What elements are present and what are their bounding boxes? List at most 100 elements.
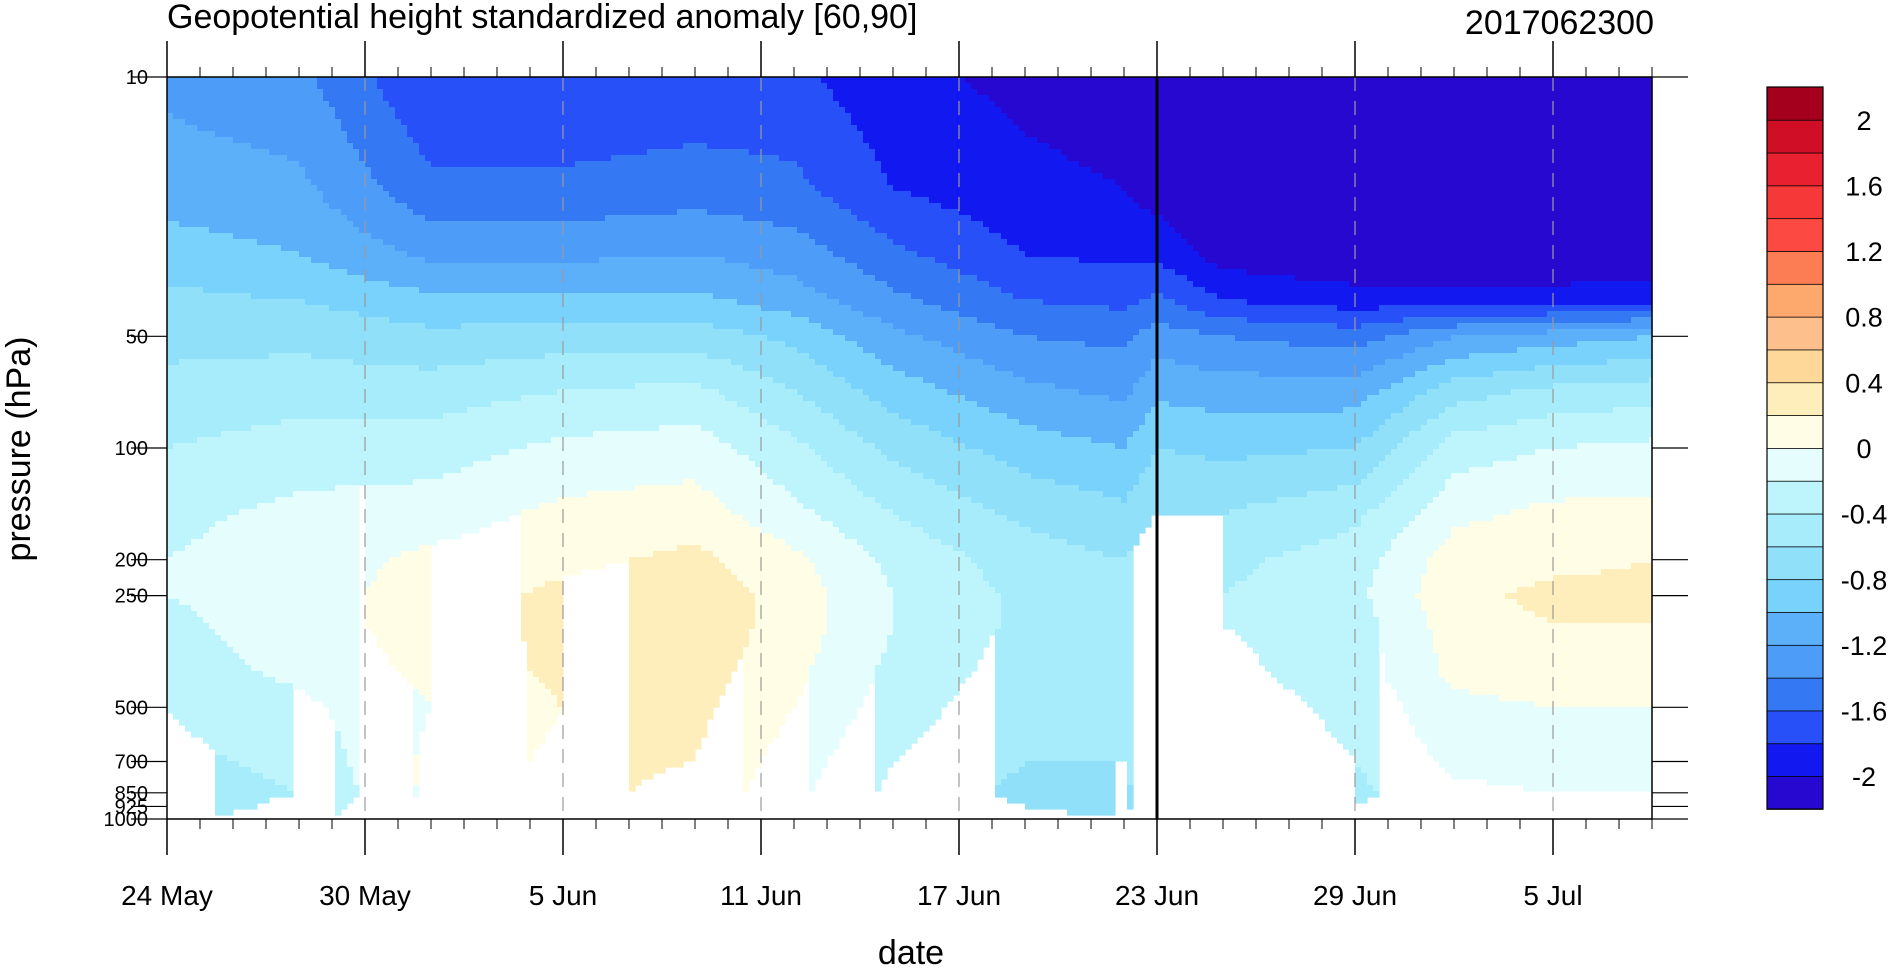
anomaly-cell xyxy=(611,431,618,492)
anomaly-cell xyxy=(947,209,954,270)
anomaly-cell xyxy=(851,215,858,264)
anomaly-cell xyxy=(737,263,744,306)
anomaly-cell xyxy=(425,293,432,330)
anomaly-cell xyxy=(881,653,888,780)
anomaly-cell xyxy=(1127,197,1134,264)
anomaly-cell xyxy=(725,299,732,330)
anomaly-cell xyxy=(665,353,672,384)
anomaly-cell xyxy=(1541,389,1548,420)
anomaly-cell xyxy=(959,77,966,216)
anomaly-cell xyxy=(1259,305,1266,324)
anomaly-cell xyxy=(599,221,606,258)
anomaly-cell xyxy=(1331,305,1338,324)
anomaly-cell xyxy=(1637,383,1644,408)
anomaly-cell xyxy=(1559,623,1566,708)
anomaly-cell xyxy=(701,293,708,324)
anomaly-cell xyxy=(281,419,288,498)
anomaly-cell xyxy=(533,509,540,588)
anomaly-cell xyxy=(1403,527,1410,714)
anomaly-cell xyxy=(1067,257,1074,306)
anomaly-cell xyxy=(173,221,180,288)
anomaly-cell xyxy=(671,383,678,426)
anomaly-cell xyxy=(707,491,714,552)
anomaly-cell xyxy=(239,509,246,660)
anomaly-cell xyxy=(1325,491,1332,540)
anomaly-cell xyxy=(209,629,216,750)
anomaly-cell xyxy=(1361,515,1368,774)
anomaly-cell xyxy=(665,77,672,150)
anomaly-cell xyxy=(1223,515,1230,594)
anomaly-cell xyxy=(1181,329,1188,366)
anomaly-cell xyxy=(935,389,942,432)
anomaly-cell xyxy=(203,623,210,744)
anomaly-cell xyxy=(1601,365,1608,384)
anomaly-cell xyxy=(1391,305,1398,324)
anomaly-cell xyxy=(635,353,642,384)
anomaly-cell xyxy=(509,359,516,402)
anomaly-cell xyxy=(905,377,912,420)
anomaly-cell xyxy=(1007,467,1014,522)
anomaly-cell xyxy=(1373,569,1380,618)
anomaly-cell xyxy=(959,443,966,498)
anomaly-cell xyxy=(1079,263,1086,306)
anomaly-cell xyxy=(653,257,660,294)
anomaly-cell xyxy=(929,77,936,204)
anomaly-cell xyxy=(1367,341,1374,372)
anomaly-cell xyxy=(359,317,366,366)
anomaly-cell xyxy=(449,473,456,540)
anomaly-cell xyxy=(263,299,270,360)
anomaly-cell xyxy=(1085,347,1092,396)
anomaly-cell xyxy=(833,335,840,378)
anomaly-cell xyxy=(407,287,414,324)
anomaly-cell xyxy=(1487,425,1494,468)
anomaly-cell xyxy=(1433,449,1440,498)
anomaly-cell xyxy=(1643,317,1650,330)
anomaly-cell xyxy=(1511,425,1518,462)
anomaly-cell xyxy=(557,497,564,582)
anomaly-cell xyxy=(1373,617,1380,792)
anomaly-cell xyxy=(653,149,660,216)
anomaly-cell xyxy=(1025,761,1032,810)
anomaly-cell xyxy=(245,143,252,240)
anomaly-cell xyxy=(911,335,918,378)
anomaly-cell xyxy=(1571,707,1578,792)
anomaly-cell xyxy=(1643,707,1650,792)
anomaly-cell xyxy=(1469,695,1476,780)
anomaly-cell xyxy=(1583,383,1590,414)
anomaly-cell xyxy=(509,401,516,450)
anomaly-cell xyxy=(1013,77,1020,126)
anomaly-cell xyxy=(581,221,588,264)
anomaly-cell xyxy=(563,323,570,354)
anomaly-cell xyxy=(485,221,492,264)
anomaly-cell xyxy=(659,353,666,384)
anomaly-cell xyxy=(1469,353,1476,378)
anomaly-cell xyxy=(1067,485,1074,546)
anomaly-cell xyxy=(1445,341,1452,360)
anomaly-cell xyxy=(815,245,822,294)
anomaly-cell xyxy=(365,77,372,168)
anomaly-cell xyxy=(911,425,918,474)
anomaly-cell xyxy=(743,647,750,792)
anomaly-cell xyxy=(731,575,738,672)
anomaly-cell xyxy=(1565,77,1572,288)
anomaly-cell xyxy=(341,77,348,132)
anomaly-cell xyxy=(1061,761,1068,810)
anomaly-cell xyxy=(215,755,222,816)
anomaly-cell xyxy=(551,581,558,696)
anomaly-cell xyxy=(1373,365,1380,396)
anomaly-cell xyxy=(749,335,756,372)
anomaly-cell xyxy=(1205,335,1212,372)
anomaly-cell xyxy=(461,323,468,366)
anomaly-cell xyxy=(455,293,462,330)
anomaly-cell xyxy=(1385,287,1392,306)
anomaly-cell xyxy=(641,155,648,216)
anomaly-cell xyxy=(1589,341,1596,366)
anomaly-cell xyxy=(1157,77,1164,216)
anomaly-cell xyxy=(1247,371,1254,414)
anomaly-cell xyxy=(287,161,294,252)
anomaly-cell xyxy=(1337,533,1344,744)
anomaly-cell xyxy=(701,431,708,492)
anomaly-cell xyxy=(437,167,444,222)
anomaly-cell xyxy=(173,443,180,552)
colorbar-swatch xyxy=(1766,250,1824,285)
